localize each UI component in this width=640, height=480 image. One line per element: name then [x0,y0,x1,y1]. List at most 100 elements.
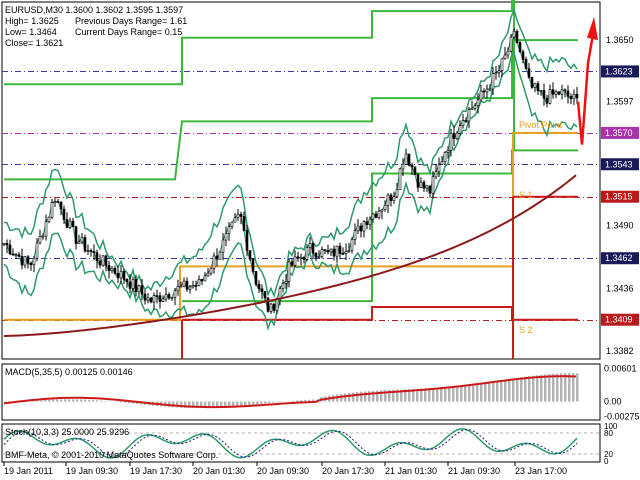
candle-body [83,237,87,252]
candle-body [473,105,477,109]
candle-body [338,245,342,254]
candle-body [374,213,378,218]
candle-body [518,42,522,53]
main-chart-frame[interactable] [1,1,601,360]
candle-body [281,283,285,289]
price-axis-label: 1.3597 [606,97,634,107]
s2-label: S 2 [519,325,533,335]
candle-body [146,297,150,301]
macd-histogram-bar [468,384,471,402]
candle-body [479,90,483,101]
macd-histogram-bar [352,392,355,402]
macd-histogram-bar [64,399,67,402]
candle-body [230,221,234,228]
macd-axis-label: 0.00 [604,397,622,407]
stoch-panel-frame[interactable] [1,423,601,463]
stoch-axis-label: 80 [604,429,613,438]
macd-axis-label: -0.00275 [604,412,640,422]
macd-histogram-bar [348,392,351,402]
stoch-axis-label: 100 [604,422,618,431]
candle-body [455,132,459,140]
candle-body [305,247,309,260]
close-value: Close= 1.3621 [5,38,63,48]
candle-body [503,54,507,60]
level-marker-label: 1.3409 [605,315,633,325]
ohlc-values: 1.3600 1.3602 1.3595 1.3597 [66,5,184,15]
candle-body [86,250,90,252]
candle-body [398,168,402,191]
candle-body [434,171,438,178]
macd-histogram-bar [40,400,43,402]
macd-histogram-bar [120,401,123,403]
stoch-label: Stoch(10,3,3) 25.0000 25.9296 [5,427,129,437]
macd-histogram-bar [532,375,535,402]
candle-body [356,225,360,232]
candle-body [176,286,180,292]
macd-histogram-bar [344,393,347,402]
macd-histogram-bar [72,399,75,402]
candle-body [122,271,126,280]
macd-histogram-bar [312,399,315,402]
candle-body [416,174,420,188]
bollinger-upper [3,7,578,299]
candle-body [140,285,144,295]
candle-body [29,263,33,266]
candle-body [77,241,81,244]
candle-body [368,218,372,225]
macd-histogram-bar [32,400,35,402]
price-axis: 1.3650 1.3597 1.3490 1.3436 1.3382 1.3623 1.35… [601,35,640,466]
candle-body [260,288,264,292]
candle-body [89,250,93,252]
macd-histogram-bar [484,382,487,402]
candle-body [11,253,15,256]
stoch-axis-label: 20 [604,450,613,459]
candle-body [320,249,324,257]
candle-body [167,294,171,299]
candle-body [65,219,69,228]
macd-histogram-bar [252,401,255,405]
macd-histogram-bar [432,387,435,402]
candle-body [524,59,528,69]
macd-histogram-bar [504,379,507,402]
macd-histogram-bar [204,401,207,409]
candle-body [5,242,9,246]
candle-body [32,257,36,266]
candle-body [566,90,570,97]
macd-histogram-bar [76,399,79,402]
candle-body [440,161,444,165]
previous-days-range: Previous Days Range= 1.61 [75,16,187,26]
current-days-range: Current Days Range= 0.15 [75,27,182,37]
macd-histogram-bar [132,401,135,404]
macd-histogram-bar [364,391,367,402]
candle-body [452,133,456,140]
time-axis-label: 19 Jan 17:30 [130,466,182,476]
candle-body [47,216,51,223]
macd-histogram-bar [80,399,83,402]
candle-body [560,89,564,95]
macd-panel-frame[interactable] [1,363,601,421]
copyright-text: BMF-Meta, © 2001-2010 MetaQuotes Softwar… [5,450,218,460]
candle-body [476,99,480,106]
candle-body [545,97,549,104]
candle-body [425,185,429,189]
candle-body [131,279,135,289]
macd-histogram-bar [424,388,427,402]
macd-histogram-bar [200,401,203,409]
macd-histogram-bar [244,401,247,406]
macd-histogram-bar [392,389,395,402]
candle-body [116,273,120,279]
macd-histogram-bar [476,383,479,402]
candle-body [239,213,243,217]
candle-body [62,208,66,220]
candle-body [500,58,504,71]
macd-histogram-bar [408,389,411,402]
macd-histogram-bar [176,401,179,408]
candle-body [497,70,501,73]
candle-body [179,285,183,288]
candle-body [407,153,411,166]
forecast-arrowhead [587,16,598,41]
candle-body [266,297,270,312]
macd-histogram-bar [440,387,443,402]
macd-histogram-bar [372,390,375,402]
